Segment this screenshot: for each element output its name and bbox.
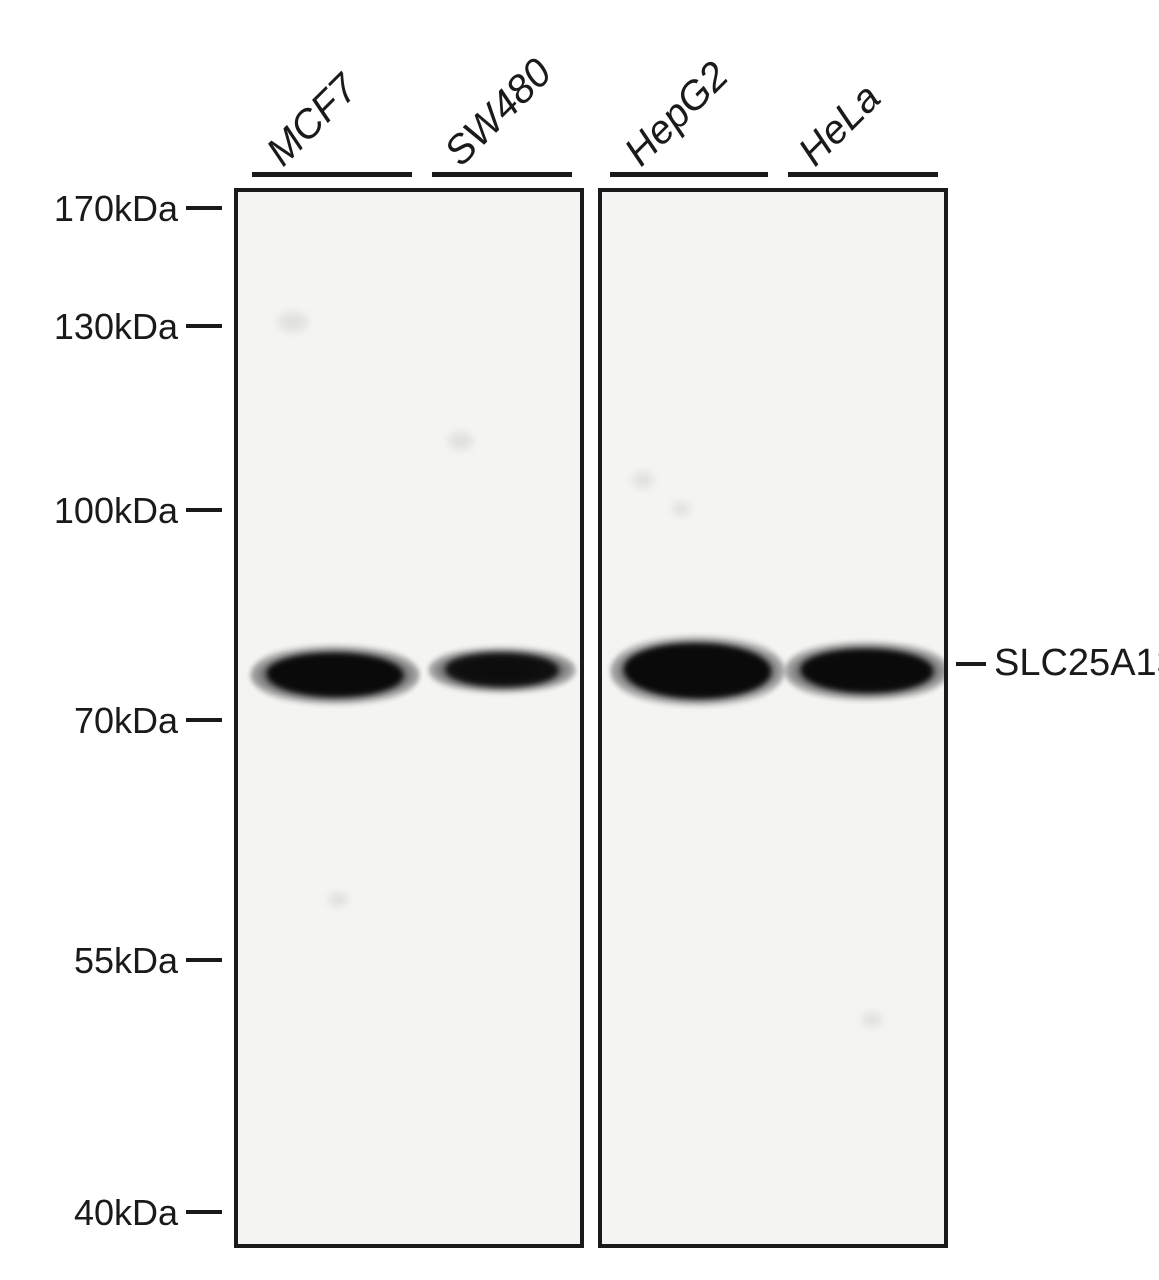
lane-bar-hepg2	[610, 172, 768, 177]
marker-130: 130kDa	[18, 306, 178, 348]
lane-label-mcf7: MCF7	[258, 66, 367, 175]
lane-bar-mcf7	[252, 172, 412, 177]
marker-55: 55kDa	[18, 940, 178, 982]
lane-bar-hela	[788, 172, 938, 177]
marker-tick-40	[186, 1210, 222, 1214]
protein-label: SLC25A13	[994, 642, 1159, 685]
marker-tick-70	[186, 718, 222, 722]
marker-tick-130	[186, 324, 222, 328]
lane-label-hela: HeLa	[790, 76, 889, 175]
marker-70: 70kDa	[18, 700, 178, 742]
marker-40: 40kDa	[18, 1192, 178, 1234]
band-sw480	[428, 644, 576, 696]
marker-tick-100	[186, 508, 222, 512]
band-hepg2	[610, 632, 785, 710]
blot-panel-right	[598, 188, 948, 1248]
band-hela	[784, 638, 948, 704]
marker-100: 100kDa	[18, 490, 178, 532]
marker-tick-55	[186, 958, 222, 962]
protein-tick	[956, 662, 986, 666]
marker-tick-170	[186, 206, 222, 210]
western-blot-figure: 170kDa 130kDa 100kDa 70kDa 55kDa 40kDa M…	[0, 0, 1159, 1280]
lane-bar-sw480	[432, 172, 572, 177]
band-mcf7	[250, 642, 420, 708]
lane-label-hepg2: HepG2	[616, 54, 737, 175]
lane-label-sw480: SW480	[436, 50, 561, 175]
marker-170: 170kDa	[18, 188, 178, 230]
blot-panel-left	[234, 188, 584, 1248]
